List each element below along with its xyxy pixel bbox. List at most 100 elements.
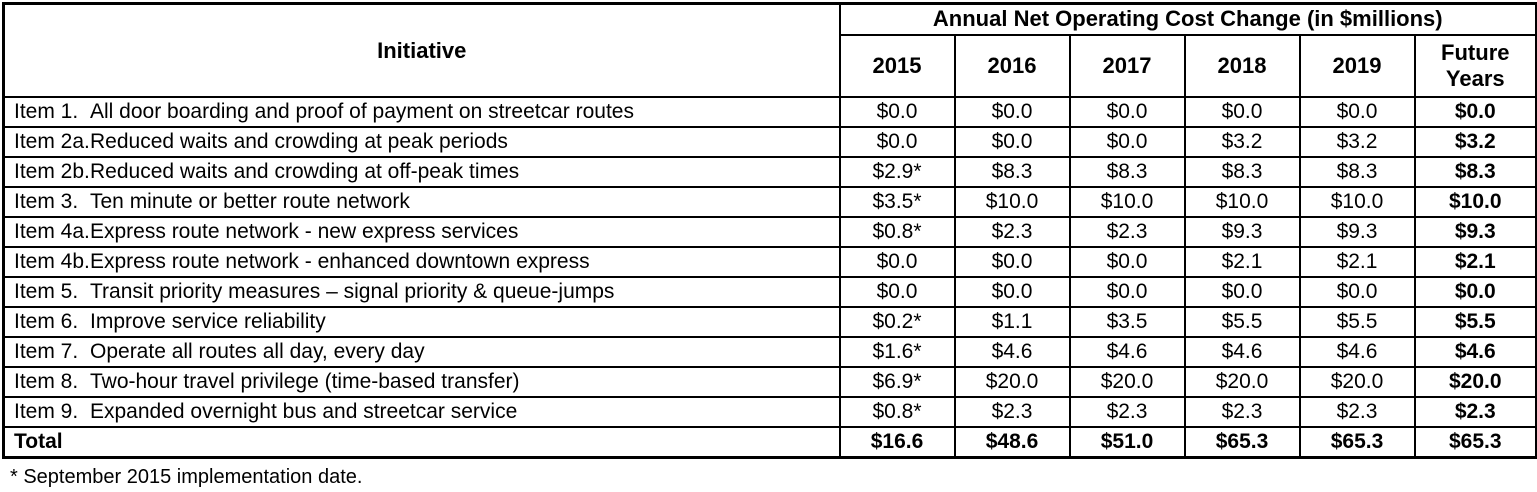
table-body: Item 1. All door boarding and proof of pa… <box>2 96 1537 459</box>
table-row: Item 6. Improve service reliability $0.2* $… <box>2 306 1537 338</box>
item-description: Ten minute or better route network <box>90 190 410 213</box>
year-header-2015: 2015 <box>838 34 956 98</box>
year-value-cell: $8.3 <box>1068 156 1186 188</box>
year-value-cell: $8.3 <box>1183 156 1301 188</box>
future-years-value-cell: $8.3 <box>1413 156 1537 188</box>
year-value-cell: $10.0 <box>953 186 1071 218</box>
year-value-cell: $16.6 <box>838 426 956 459</box>
year-value-cell: $0.8* <box>838 216 956 248</box>
initiative-cell: Item 9. Expanded overnight bus and street… <box>2 396 841 428</box>
year-value-cell: $0.0 <box>1183 276 1301 308</box>
future-years-value-cell: $9.3 <box>1413 216 1537 248</box>
year-header-future-years: Future Years <box>1413 34 1537 98</box>
year-value-cell: $5.5 <box>1183 306 1301 338</box>
year-value-cell: $1.6* <box>838 336 956 368</box>
item-number: Item 3. <box>14 190 79 213</box>
future-years-value-cell: $0.0 <box>1413 276 1537 308</box>
year-value-cell: $0.0 <box>838 126 956 158</box>
item-description: All door boarding and proof of payment o… <box>90 100 634 123</box>
item-number: Item 8. <box>14 370 79 393</box>
year-header-2017: 2017 <box>1068 34 1186 98</box>
group-header-row: Initiative Annual Net Operating Cost Cha… <box>2 2 1537 98</box>
table-row: Item 8. Two-hour travel privilege (time-b… <box>2 366 1537 398</box>
item-description: Express route network - new express serv… <box>90 220 519 243</box>
item-number: Item 5. <box>14 280 79 303</box>
year-value-cell: $4.6 <box>1298 336 1416 368</box>
item-description: Improve service reliability <box>90 310 326 333</box>
future-years-value-cell: $65.3 <box>1413 426 1537 459</box>
table-row: Item 5. Transit priority measures – signa… <box>2 276 1537 308</box>
total-row: Total $16.6 $48.6 $51.0 $65.3 $65.3 $65.3 <box>2 426 1537 459</box>
item-number: Item 6. <box>14 310 79 333</box>
year-value-cell: $8.3 <box>953 156 1071 188</box>
year-value-cell: $1.1 <box>953 306 1071 338</box>
year-value-cell: $48.6 <box>953 426 1071 459</box>
item-number: Item 4b. <box>14 250 90 273</box>
table-row: Item 2a.Reduced waits and crowding at pe… <box>2 126 1537 158</box>
year-value-cell: $6.9* <box>838 366 956 398</box>
year-value-cell: $2.9* <box>838 156 956 188</box>
item-number: Item 1. <box>14 100 79 123</box>
year-value-cell: $0.0 <box>838 96 956 128</box>
initiative-cell: Item 7. Operate all routes all day, every… <box>2 336 841 368</box>
year-value-cell: $20.0 <box>953 366 1071 398</box>
year-value-cell: $0.2* <box>838 306 956 338</box>
future-years-value-cell: $2.3 <box>1413 396 1537 428</box>
year-value-cell: $10.0 <box>1298 186 1416 218</box>
year-header-2016: 2016 <box>953 34 1071 98</box>
item-description: Express route network - enhanced downtow… <box>90 250 590 273</box>
item-description: Expanded overnight bus and streetcar ser… <box>90 400 518 423</box>
item-description: Two-hour travel privilege (time-based tr… <box>90 370 520 393</box>
initiative-cell: Item 1. All door boarding and proof of pa… <box>2 96 841 128</box>
item-number: Item 2a. <box>14 130 90 153</box>
year-value-cell: $2.3 <box>1068 396 1186 428</box>
item-number: Item 4a. <box>14 220 90 243</box>
year-value-cell: $2.1 <box>1298 246 1416 278</box>
future-years-value-cell: $10.0 <box>1413 186 1537 218</box>
total-label-cell: Total <box>2 426 841 459</box>
year-value-cell: $2.3 <box>953 216 1071 248</box>
year-value-cell: $3.5* <box>838 186 956 218</box>
year-value-cell: $20.0 <box>1183 366 1301 398</box>
year-value-cell: $65.3 <box>1298 426 1416 459</box>
year-value-cell: $65.3 <box>1183 426 1301 459</box>
future-years-value-cell: $20.0 <box>1413 366 1537 398</box>
year-value-cell: $9.3 <box>1183 216 1301 248</box>
annual-net-operating-cost-table: Initiative Annual Net Operating Cost Cha… <box>2 2 1537 459</box>
year-header-2018: 2018 <box>1183 34 1301 98</box>
year-value-cell: $0.0 <box>953 246 1071 278</box>
table-row: Item 9. Expanded overnight bus and street… <box>2 396 1537 428</box>
year-value-cell: $0.0 <box>953 96 1071 128</box>
initiative-cell: Item 3. Ten minute or better route networ… <box>2 186 841 218</box>
year-value-cell: $0.0 <box>838 276 956 308</box>
item-description: Operate all routes all day, every day <box>90 340 425 363</box>
table-row: Item 4a.Express route network - new expr… <box>2 216 1537 248</box>
year-value-cell: $2.3 <box>1298 396 1416 428</box>
year-value-cell: $2.3 <box>953 396 1071 428</box>
year-value-cell: $4.6 <box>1068 336 1186 368</box>
footnote: * September 2015 implementation date. <box>10 466 363 488</box>
future-years-value-cell: $2.1 <box>1413 246 1537 278</box>
table-header: Initiative Annual Net Operating Cost Cha… <box>2 2 1537 98</box>
item-description: Reduced waits and crowding at off-peak t… <box>90 160 520 183</box>
initiative-cell: Item 8. Two-hour travel privilege (time-b… <box>2 366 841 398</box>
year-value-cell: $20.0 <box>1068 366 1186 398</box>
item-number: Item 9. <box>14 400 79 423</box>
item-number: Item 2b. <box>14 160 90 183</box>
year-value-cell: $20.0 <box>1298 366 1416 398</box>
item-number: Item 7. <box>14 340 79 363</box>
year-value-cell: $9.3 <box>1298 216 1416 248</box>
year-value-cell: $2.1 <box>1183 246 1301 278</box>
year-value-cell: $2.3 <box>1068 216 1186 248</box>
year-value-cell: $0.0 <box>1068 276 1186 308</box>
year-value-cell: $0.0 <box>1298 96 1416 128</box>
year-value-cell: $3.5 <box>1068 306 1186 338</box>
year-value-cell: $4.6 <box>1183 336 1301 368</box>
initiative-cell: Item 4a.Express route network - new expr… <box>2 216 841 248</box>
year-header-2019: 2019 <box>1298 34 1416 98</box>
initiative-cell: Item 2a.Reduced waits and crowding at pe… <box>2 126 841 158</box>
future-years-value-cell: $0.0 <box>1413 96 1537 128</box>
year-value-cell: $5.5 <box>1298 306 1416 338</box>
initiative-column-header: Initiative <box>2 2 841 98</box>
table-row: Item 7. Operate all routes all day, every… <box>2 336 1537 368</box>
